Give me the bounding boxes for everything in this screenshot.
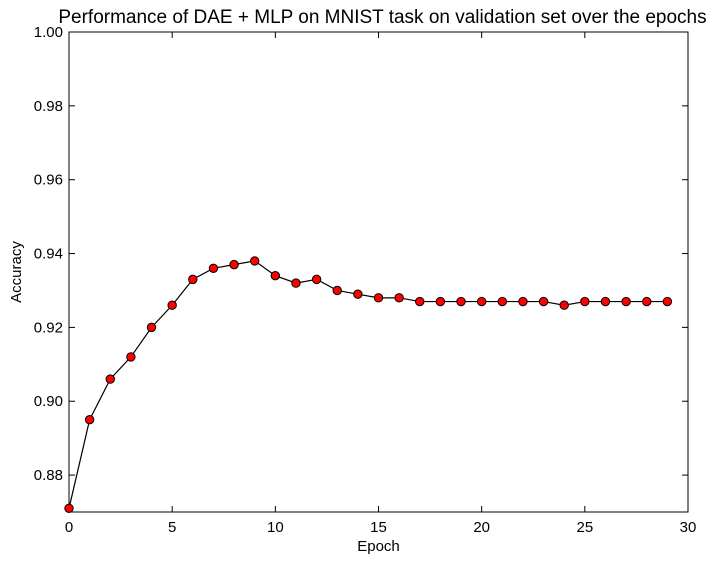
data-point	[456, 296, 466, 307]
y-tick-label: 0.92	[34, 319, 63, 336]
data-point	[497, 296, 507, 307]
x-tick-label: 5	[168, 519, 176, 536]
data-point	[105, 374, 115, 384]
data-point	[538, 296, 549, 307]
x-axis-tick-labels: 0 5 10 15 20 25 30	[65, 519, 697, 536]
data-points	[64, 256, 673, 514]
data-point	[518, 296, 528, 307]
axis-ticks	[68, 31, 689, 512]
data-point	[84, 414, 95, 425]
data-point	[332, 285, 342, 296]
data-point	[580, 296, 590, 307]
x-tick-label: 15	[370, 519, 387, 536]
y-tick-label: 0.98	[34, 98, 63, 115]
data-point	[208, 263, 219, 274]
data-point	[373, 293, 384, 303]
data-point	[167, 300, 177, 310]
data-point	[146, 322, 157, 333]
y-tick-label: 0.94	[34, 246, 63, 263]
data-point	[64, 503, 74, 514]
y-tick-label: 0.96	[34, 172, 63, 189]
data-point	[642, 296, 652, 307]
data-point	[600, 296, 611, 307]
plot-area	[68, 31, 689, 513]
y-tick-label: 1.00	[34, 24, 63, 41]
data-point	[662, 296, 673, 307]
data-point	[394, 293, 404, 303]
data-point	[415, 296, 425, 307]
data-point	[559, 300, 569, 310]
y-tick-label: 0.88	[34, 467, 63, 484]
data-point	[291, 278, 301, 288]
data-point	[270, 270, 281, 281]
chart-title: Performance of DAE + MLP on MNIST task o…	[58, 7, 706, 28]
data-point	[311, 274, 322, 285]
data-point	[476, 296, 487, 307]
data-point	[353, 289, 363, 299]
y-tick-label: 0.90	[34, 393, 63, 410]
x-axis-label: Epoch	[357, 538, 400, 555]
data-point	[188, 274, 198, 285]
data-point	[621, 296, 631, 307]
data-point	[435, 296, 446, 307]
data-point	[229, 259, 239, 270]
x-tick-label: 10	[267, 519, 284, 536]
data-point	[126, 352, 136, 362]
x-tick-label: 20	[473, 519, 490, 536]
y-axis-label: Accuracy	[8, 241, 25, 303]
data-point	[250, 256, 260, 266]
x-tick-label: 25	[576, 519, 593, 536]
x-tick-label: 0	[65, 519, 73, 536]
x-tick-label: 30	[680, 519, 697, 536]
series-line	[68, 260, 668, 509]
y-axis-tick-labels: 0.88 0.90 0.92 0.94 0.96 0.98 1.00	[34, 24, 63, 484]
